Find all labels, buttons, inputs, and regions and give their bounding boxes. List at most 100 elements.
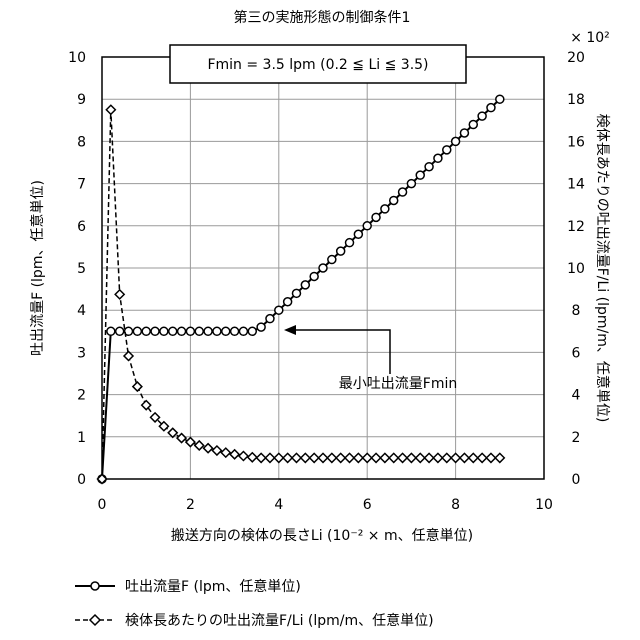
series-0-point xyxy=(425,163,433,171)
series-0-point xyxy=(275,306,283,314)
series-1-point xyxy=(212,446,221,455)
series-0-point xyxy=(346,239,354,247)
series-0-point xyxy=(487,104,495,112)
y-left-axis-label: 吐出流量F (lpm、任意単位) xyxy=(29,180,46,356)
chart-title: 第三の実施形態の制御条件1 xyxy=(234,9,411,26)
series-1-point xyxy=(495,453,504,462)
series-1-point xyxy=(398,453,407,462)
annotation-box-text: Fmin = 3.5 lpm (0.2 ≦ Li ≦ 3.5) xyxy=(207,57,428,73)
x-tick-label: 4 xyxy=(274,497,283,513)
series-0-point xyxy=(186,327,194,335)
y-left-tick-label: 0 xyxy=(77,472,86,488)
series-1-point xyxy=(425,453,434,462)
right-axis-multiplier: × 10² xyxy=(570,30,610,46)
x-axis-label: 搬送方向の検体の長さLi (10⁻² × m、任意単位) xyxy=(171,527,473,544)
series-1-point xyxy=(133,382,142,391)
series-1-point xyxy=(248,453,257,462)
series-0-point xyxy=(142,327,150,335)
series-1-point xyxy=(442,453,451,462)
series-1-point xyxy=(389,453,398,462)
series-0-point xyxy=(213,327,221,335)
series-0-point xyxy=(239,327,247,335)
series-0-point xyxy=(469,121,477,129)
x-tick-labels: 0 2 4 6 8 10 xyxy=(98,497,553,513)
series-0-point xyxy=(204,327,212,335)
y-left-tick-label: 7 xyxy=(77,177,86,193)
y-right-tick-label: 0 xyxy=(572,472,581,488)
series-0-point xyxy=(248,327,256,335)
series-0-point xyxy=(399,188,407,196)
annotation-arrow xyxy=(284,325,390,374)
series-1-point xyxy=(283,453,292,462)
x-tick-label: 2 xyxy=(186,497,195,513)
series-0-point xyxy=(222,327,230,335)
legend-label-flow-per-length: 検体長あたりの吐出流量F/Li (lpm/m、任意単位) xyxy=(125,612,434,629)
series-0-point xyxy=(443,146,451,154)
series-1-point xyxy=(221,448,230,457)
series-1-point xyxy=(204,444,213,453)
series-1-point xyxy=(319,453,328,462)
y-left-tick-label: 1 xyxy=(77,430,86,446)
series-0-point xyxy=(354,230,362,238)
series-0-point xyxy=(381,205,389,213)
series-1-point xyxy=(274,453,283,462)
y-left-tick-label: 9 xyxy=(77,92,86,108)
series-0-point xyxy=(284,298,292,306)
series-0-point xyxy=(407,180,415,188)
x-tick-label: 6 xyxy=(363,497,372,513)
y-right-tick-label: 16 xyxy=(567,134,585,150)
series-1-point xyxy=(257,453,266,462)
series-1-point xyxy=(115,290,124,299)
series-layer xyxy=(98,95,505,483)
series-1-point xyxy=(327,453,336,462)
y-right-tick-label: 2 xyxy=(572,430,581,446)
y-left-tick-label: 3 xyxy=(77,345,86,361)
series-0-point xyxy=(257,323,265,331)
series-1-point xyxy=(486,453,495,462)
series-1-point xyxy=(186,438,195,447)
series-1-point xyxy=(230,450,239,459)
y-right-tick-label: 20 xyxy=(567,50,585,66)
series-0-point xyxy=(133,327,141,335)
y-left-tick-label: 10 xyxy=(68,50,86,66)
series-1-point xyxy=(336,453,345,462)
legend-item-flow-per-length: 検体長あたりの吐出流量F/Li (lpm/m、任意単位) xyxy=(75,612,434,629)
series-1-point xyxy=(478,453,487,462)
y-right-tick-label: 6 xyxy=(572,345,581,361)
series-0-point xyxy=(452,137,460,145)
series-0-point xyxy=(328,256,336,264)
series-1-point xyxy=(177,434,186,443)
series-0-point xyxy=(231,327,239,335)
series-1-point xyxy=(460,453,469,462)
series-0-point xyxy=(310,272,318,280)
y-right-tick-label: 4 xyxy=(572,388,581,404)
series-0-point xyxy=(496,95,504,103)
series-0-point xyxy=(266,315,274,323)
series-0-point xyxy=(178,327,186,335)
series-1-point xyxy=(380,453,389,462)
series-1-point xyxy=(451,453,460,462)
series-1-point xyxy=(345,453,354,462)
series-0-point xyxy=(116,327,124,335)
series-1-point xyxy=(372,453,381,462)
y-left-tick-labels: 012345678910 xyxy=(68,50,86,488)
x-tick-label: 8 xyxy=(451,497,460,513)
y-right-tick-label: 14 xyxy=(567,177,585,193)
series-1-point xyxy=(168,428,177,437)
series-1-point xyxy=(363,453,372,462)
series-0-point xyxy=(478,112,486,120)
series-0-point xyxy=(390,196,398,204)
x-tick-label: 10 xyxy=(535,497,553,513)
series-0-point xyxy=(301,281,309,289)
x-tick-label: 0 xyxy=(98,497,107,513)
series-0-point xyxy=(434,154,442,162)
series-1-point xyxy=(292,453,301,462)
y-left-tick-label: 6 xyxy=(77,219,86,235)
series-0-point xyxy=(169,327,177,335)
series-0-point xyxy=(460,129,468,137)
series-1-point xyxy=(301,453,310,462)
y-right-tick-labels: 02468101214161820 xyxy=(567,50,585,488)
legend-item-flow: 吐出流量F (lpm、任意単位) xyxy=(75,578,301,595)
series-1-point xyxy=(469,453,478,462)
